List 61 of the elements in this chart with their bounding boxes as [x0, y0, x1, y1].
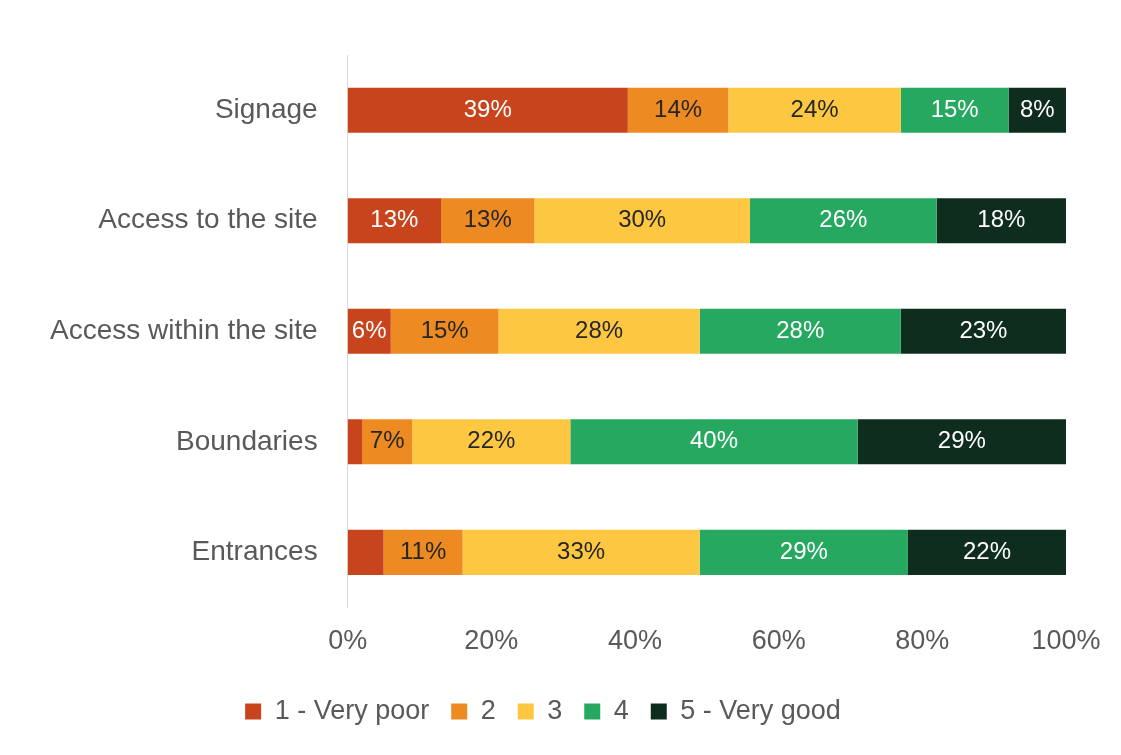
data-label: 6% — [351, 315, 387, 343]
data-label: 29% — [937, 426, 986, 454]
data-label: 28% — [776, 315, 825, 343]
legend-label: 2 — [480, 694, 496, 725]
data-label: 33% — [557, 536, 606, 564]
y-tick-label: Access within the site — [50, 314, 318, 346]
bar — [699, 529, 908, 575]
x-tick-label: 40% — [607, 625, 663, 656]
data-label: 15% — [420, 315, 469, 343]
bar — [383, 529, 463, 575]
legend-label: 3 — [547, 694, 563, 725]
data-label: 24% — [790, 94, 839, 122]
bar — [347, 529, 384, 575]
data-label: 39% — [463, 94, 512, 122]
bar — [627, 87, 729, 133]
bar — [534, 198, 750, 244]
bar — [749, 198, 937, 244]
bar — [857, 419, 1066, 465]
data-label: 13% — [463, 205, 512, 233]
bar — [441, 198, 535, 244]
data-label: 26% — [819, 205, 868, 233]
data-label: 23% — [959, 315, 1008, 343]
bar — [347, 198, 442, 244]
bar — [498, 308, 700, 354]
bar — [347, 87, 628, 133]
bar — [907, 529, 1066, 575]
data-label: 29% — [779, 536, 828, 564]
legend-label: 5 - Very good — [680, 694, 841, 725]
x-tick-label: 0% — [328, 625, 368, 656]
x-tick-label: 100% — [1031, 625, 1101, 656]
bar — [412, 419, 571, 465]
data-label: 30% — [618, 205, 667, 233]
bar — [390, 308, 499, 354]
data-label: 28% — [575, 315, 624, 343]
y-tick-label: Entrances — [191, 535, 318, 567]
data-label: 18% — [977, 205, 1026, 233]
y-tick-label: Boundaries — [176, 424, 318, 456]
data-label: 15% — [930, 94, 979, 122]
bar — [936, 198, 1066, 244]
data-label: 13% — [370, 205, 419, 233]
bar — [462, 529, 700, 575]
x-tick-label: 60% — [751, 625, 806, 656]
data-label: 7% — [369, 426, 405, 454]
data-label: 22% — [962, 536, 1012, 564]
x-tick-label: 80% — [895, 625, 950, 656]
bar — [900, 308, 1066, 354]
bar — [900, 87, 1009, 133]
y-tick-label: Signage — [214, 92, 318, 124]
bar — [728, 87, 901, 133]
bar — [347, 419, 363, 465]
data-label: 8% — [1019, 94, 1055, 122]
legend-label: 4 — [613, 694, 629, 725]
bar — [570, 419, 858, 465]
x-tick-label: 20% — [464, 625, 519, 656]
data-label: 14% — [654, 94, 703, 122]
legend-label: 1 - Very poor — [274, 694, 430, 725]
data-label: 22% — [467, 426, 516, 454]
data-label: 11% — [399, 536, 447, 564]
y-tick-label: Access to the site — [98, 203, 318, 235]
data-label: 40% — [689, 426, 739, 454]
bar — [699, 308, 901, 354]
